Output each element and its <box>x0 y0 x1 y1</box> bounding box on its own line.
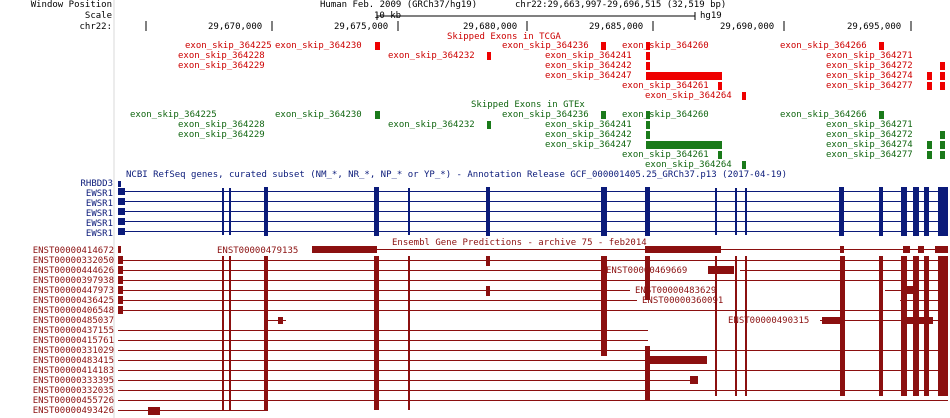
tcga-item-label: exon_skip_364266 <box>780 41 867 51</box>
ensembl-transcript-label: ENST00000414183 <box>32 366 114 376</box>
ensembl-inline-label: ENST00000490315 <box>728 316 810 326</box>
scale-assembly: hg19 <box>700 11 722 21</box>
gtex-track-title: Skipped Exons in GTEx <box>471 100 585 110</box>
refseq-gene-label: EWSR1 <box>85 229 113 239</box>
tcga-item-label: exon_skip_364228 <box>178 51 265 61</box>
gtex-item-label: exon_skip_364241 <box>545 120 632 130</box>
ensembl-transcript-label: ENST00000331029 <box>32 346 114 356</box>
gtex-item-label: exon_skip_364242 <box>545 130 632 140</box>
refseq-gene-label: EWSR1 <box>85 219 113 229</box>
ensembl-transcript-label: ENST00000415761 <box>32 336 114 346</box>
ensembl-inline-label: ENST00000483629 <box>635 286 717 296</box>
ensembl-inline-label: ENST00000479135 <box>217 246 299 256</box>
ensembl-inline-label: ENST00000360091 <box>642 296 724 306</box>
ensembl-transcript-label: ENST00000406548 <box>32 306 114 316</box>
ensembl-transcript-label: ENST00000437155 <box>32 326 114 336</box>
gtex-exon-blocks <box>375 111 945 169</box>
ensembl-transcript-label: ENST00000455726 <box>32 396 114 406</box>
gtex-item-label: exon_skip_364232 <box>388 120 475 130</box>
tcga-item-label: exon_skip_364230 <box>275 41 362 51</box>
gtex-item-label: exon_skip_364228 <box>178 120 265 130</box>
gtex-item-label: exon_skip_364247 <box>545 140 632 150</box>
tick-label: 29,695,000 <box>847 22 902 32</box>
tcga-item-label: exon_skip_364261 <box>622 81 709 91</box>
window-position-label: Window Position <box>30 0 112 10</box>
tcga-item-label: exon_skip_364272 <box>826 61 913 71</box>
refseq-gene-label: EWSR1 <box>85 199 113 209</box>
ensembl-transcript-label: ENST00000333395 <box>32 376 114 386</box>
tcga-item-label: exon_skip_364236 <box>502 41 589 51</box>
refseq-ewsr1-transcripts <box>118 191 948 232</box>
ensembl-transcript-label: ENST00000485037 <box>32 316 114 326</box>
tick-label: 29,680,000 <box>463 22 518 32</box>
ensembl-track-title: Ensembl Gene Predictions - archive 75 - … <box>392 238 647 248</box>
gtex-item-label: exon_skip_364225 <box>130 110 217 120</box>
gtex-item-label: exon_skip_364230 <box>275 110 362 120</box>
refseq-gene-label: EWSR1 <box>85 209 113 219</box>
tick-label: 29,690,000 <box>720 22 775 32</box>
refseq-gene-label: RHBDD3 <box>80 179 113 189</box>
position-text: chr22:29,663,997-29,696,515 (32,519 bp) <box>515 0 727 10</box>
ensembl-transcript-label: ENST00000414672 <box>32 246 114 256</box>
tcga-item-label: exon_skip_364242 <box>545 61 632 71</box>
gtex-item-label: exon_skip_364277 <box>826 150 913 160</box>
ensembl-transcript-label: ENST00000397938 <box>32 276 114 286</box>
tick-label: 29,675,000 <box>334 22 389 32</box>
tcga-item-label: exon_skip_364247 <box>545 71 632 81</box>
ensembl-transcript-label: ENST00000332035 <box>32 386 114 396</box>
tcga-exon-blocks <box>375 42 945 100</box>
tcga-item-label: exon_skip_364264 <box>645 91 732 101</box>
gtex-item-label: exon_skip_364266 <box>780 110 867 120</box>
gtex-item-label: exon_skip_364261 <box>622 150 709 160</box>
gtex-item-label: exon_skip_364271 <box>826 120 913 130</box>
tick-label: 29,685,000 <box>589 22 644 32</box>
gtex-item-label: exon_skip_364260 <box>622 110 709 120</box>
scale-label: Scale <box>84 11 112 21</box>
chrom-label: chr22: <box>79 22 112 32</box>
gtex-item-label: exon_skip_364264 <box>645 160 732 170</box>
tcga-item-label: exon_skip_364225 <box>185 41 272 51</box>
ensembl-thin-exon-ticks <box>222 256 747 410</box>
refseq-track-title: NCBI RefSeq genes, curated subset (NM_*,… <box>126 170 788 180</box>
ensembl-transcript-label: ENST00000436425 <box>32 296 114 306</box>
gtex-item-label: exon_skip_364236 <box>502 110 589 120</box>
gtex-item-label: exon_skip_364272 <box>826 130 913 140</box>
tcga-item-label: exon_skip_364271 <box>826 51 913 61</box>
refseq-exon-blocks <box>118 187 948 236</box>
tcga-item-label: exon_skip_364232 <box>388 51 475 61</box>
ensembl-exon-blocks <box>118 246 948 415</box>
ensembl-transcript-label: ENST00000332050 <box>32 256 114 266</box>
ensembl-transcript-label: ENST00000444626 <box>32 266 114 276</box>
tcga-item-label: exon_skip_364241 <box>545 51 632 61</box>
tick-label: 29,670,000 <box>208 22 263 32</box>
tcga-track-title: Skipped Exons in TCGA <box>447 32 561 42</box>
tcga-item-label: exon_skip_364274 <box>826 71 913 81</box>
tcga-item-label: exon_skip_364277 <box>826 81 913 91</box>
ensembl-transcript-label: ENST00000483415 <box>32 356 114 366</box>
assembly-title: Human Feb. 2009 (GRCh37/hg19) <box>320 0 478 10</box>
tcga-item-label: exon_skip_364260 <box>622 41 709 51</box>
gtex-item-label: exon_skip_364229 <box>178 130 265 140</box>
gtex-item-label: exon_skip_364274 <box>826 140 913 150</box>
ensembl-transcript-label: ENST00000447973 <box>32 286 114 296</box>
tcga-item-label: exon_skip_364229 <box>178 61 265 71</box>
ensembl-intron-lines <box>118 249 948 411</box>
refseq-gene-label: EWSR1 <box>85 189 113 199</box>
ensembl-transcript-label: ENST00000493426 <box>32 406 114 416</box>
